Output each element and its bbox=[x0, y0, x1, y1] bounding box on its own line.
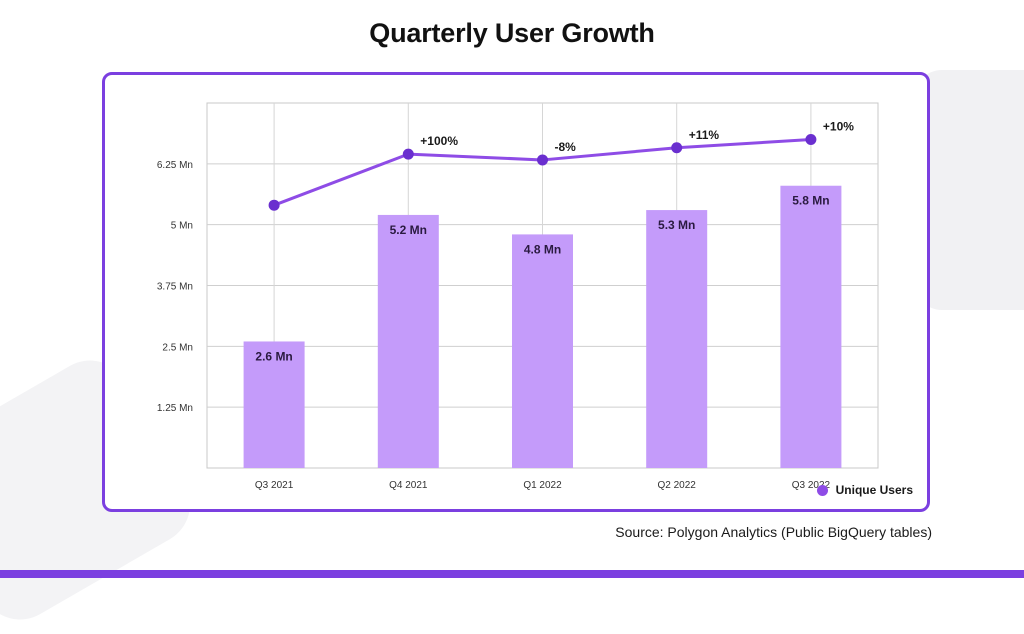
line-point bbox=[805, 134, 817, 145]
y-tick-label: 3.75 Mn bbox=[157, 282, 193, 293]
bar bbox=[243, 341, 305, 468]
x-tick-label: Q2 2022 bbox=[658, 480, 697, 491]
bar bbox=[377, 214, 439, 468]
x-tick-label: Q3 2021 bbox=[255, 480, 294, 491]
y-tick-label: 2.5 Mn bbox=[162, 342, 193, 353]
bar-data-label: 2.6 Mn bbox=[255, 349, 292, 363]
line-data-label: +11% bbox=[689, 128, 720, 142]
legend-label: Unique Users bbox=[835, 483, 913, 497]
chart-title: Quarterly User Growth bbox=[369, 18, 655, 48]
bar bbox=[780, 185, 842, 468]
x-tick-label: Q3 2022 bbox=[792, 480, 831, 491]
y-tick-label: 6.25 Mn bbox=[157, 160, 193, 171]
source-note: Source: Polygon Analytics (Public BigQue… bbox=[615, 524, 932, 540]
bar-data-label: 5.2 Mn bbox=[390, 223, 427, 237]
chart-canvas: 1.25 Mn 2.5 Mn 3.75 Mn 5 Mn 6.25 Mn 2.6 Mn 5.2… bbox=[157, 102, 879, 491]
line-point bbox=[402, 148, 414, 160]
line-point bbox=[537, 154, 548, 166]
line-data-label: +100% bbox=[420, 134, 458, 148]
legend-swatch bbox=[816, 484, 828, 496]
background-shape bbox=[914, 70, 1024, 310]
line-data-label: -8% bbox=[555, 140, 577, 154]
bar-data-label: 5.3 Mn bbox=[658, 218, 695, 232]
line-point bbox=[671, 142, 683, 154]
bottom-accent-bar bbox=[0, 570, 1024, 578]
legend: Unique Users bbox=[816, 483, 913, 497]
y-tick-label: 5 Mn bbox=[171, 221, 193, 232]
chart-card: 1.25 Mn 2.5 Mn 3.75 Mn 5 Mn 6.25 Mn 2.6 Mn 5.2… bbox=[102, 72, 930, 512]
y-tick-label: 1.25 Mn bbox=[157, 403, 193, 414]
bar bbox=[512, 234, 573, 468]
line-data-label: +10% bbox=[823, 120, 854, 134]
x-tick-label: Q1 2022 bbox=[523, 480, 562, 491]
line-point bbox=[268, 199, 280, 211]
bar bbox=[646, 210, 708, 469]
bar-data-label: 4.8 Mn bbox=[524, 242, 561, 256]
bar-data-label: 5.8 Mn bbox=[792, 194, 829, 208]
x-tick-label: Q4 2021 bbox=[389, 480, 428, 491]
